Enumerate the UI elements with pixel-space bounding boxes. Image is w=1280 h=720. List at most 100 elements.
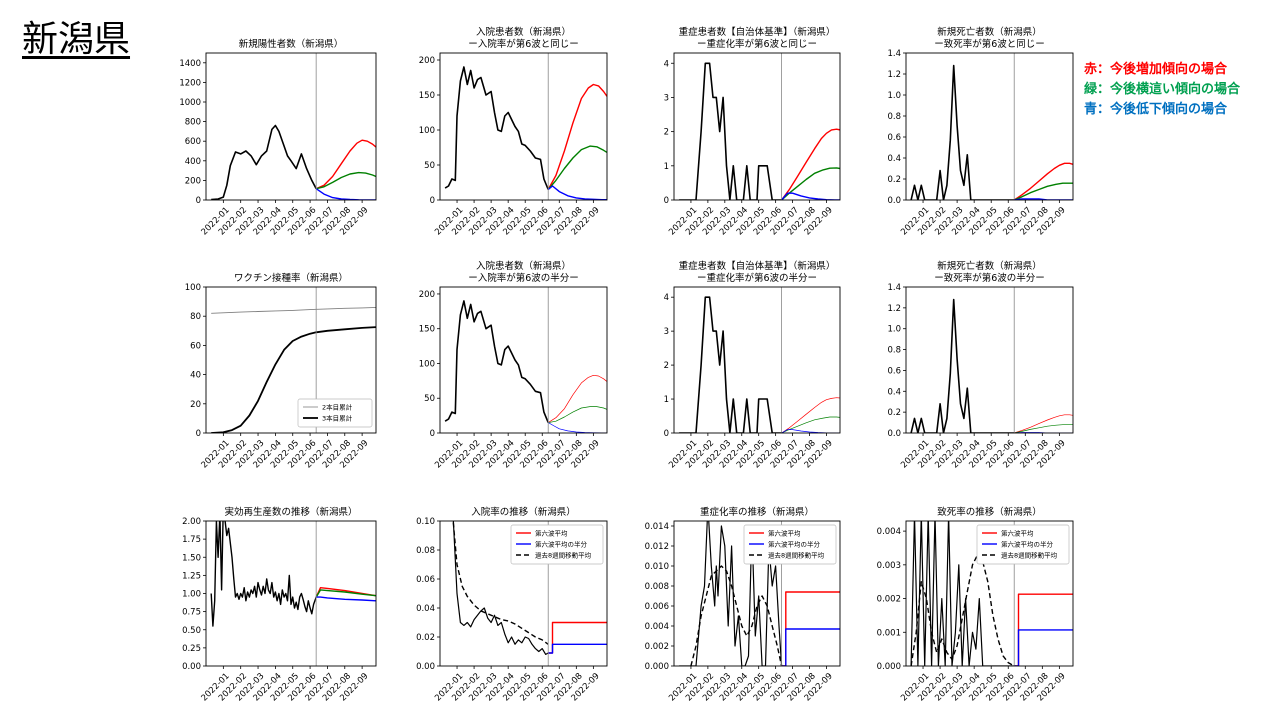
y-tick-label: 0.000 xyxy=(877,662,901,672)
chart-c1: 新規陽性者数（新潟県）02004006008001000120014002022… xyxy=(179,38,377,237)
chart-c11: 重症化率の推移（新潟県） 0.000 0.002 0.004 0.006 0.008 0.0… xyxy=(645,506,841,703)
legend-box xyxy=(297,398,373,428)
y-tick-label: 4 xyxy=(664,59,669,69)
y-tick-label: 0.10 xyxy=(416,517,435,527)
y-tick-label: 200 xyxy=(419,56,435,66)
chart-title: 重症患者数【自治体基準】（新潟県） xyxy=(679,26,836,38)
series-line-black xyxy=(910,298,1015,433)
legend-label: 過去8週間移動平均 xyxy=(1001,551,1058,560)
y-tick-label: 800 xyxy=(185,118,201,128)
series-line-red xyxy=(315,139,376,190)
y-tick-label: 0.006 xyxy=(645,602,669,612)
y-tick-label: 1.75 xyxy=(182,535,201,545)
y-tick-label: 150 xyxy=(419,91,435,101)
y-tick-label: 1 xyxy=(664,162,669,172)
y-tick-label: 80 xyxy=(190,312,201,322)
y-tick-label: 0.0 xyxy=(887,196,901,206)
y-tick-label: 2 xyxy=(664,361,669,371)
chart-title: 新規死亡者数（新潟県） xyxy=(937,260,1042,272)
legend-label: 過去8週間移動平均 xyxy=(535,551,592,560)
chart-c4: 新規死亡者数（新潟県）ー致死率が第6波と同じー 0.0 0.2 0.4 0.6 0.8 1.… xyxy=(887,26,1074,237)
chart-title: ー入院率が第6波と同じー xyxy=(468,38,579,50)
plot-frame xyxy=(205,286,377,434)
legend-label: 2本目累計 xyxy=(322,403,353,412)
y-tick-label: 0.000 xyxy=(645,662,669,672)
series-line-green xyxy=(315,589,376,598)
plot-frame xyxy=(205,52,377,201)
chart-title: ー重症化率が第6波の半分ー xyxy=(697,272,817,284)
y-tick-label: 40 xyxy=(190,371,201,381)
legend-label: 第六波平均の半分 xyxy=(768,540,821,549)
plot-frame xyxy=(439,52,608,201)
chart-title: 重症化率の推移（新潟県） xyxy=(700,506,814,518)
series-line-black xyxy=(910,521,1015,666)
legend-box xyxy=(510,524,604,565)
series-group xyxy=(910,521,1073,666)
y-tick-label: 0.002 xyxy=(877,595,901,605)
plot-frame xyxy=(905,520,1074,667)
y-tick-label: 0.50 xyxy=(182,626,201,636)
y-tick-label: 0.003 xyxy=(877,561,901,571)
y-tick-label: 2.00 xyxy=(182,517,201,527)
legend-label: 第六波平均 xyxy=(768,529,801,538)
y-tick-label: 0 xyxy=(664,196,669,206)
legend-box xyxy=(743,524,837,565)
chart-title: ワクチン接種率（新潟県） xyxy=(234,272,348,284)
y-tick-label: 0.02 xyxy=(416,633,435,643)
y-tick-label: 1.4 xyxy=(887,49,901,59)
chart-title: 実効再生産数の推移（新潟県） xyxy=(224,506,357,518)
note-green: 緑：今後横這い傾向の場合 xyxy=(1084,82,1241,97)
series-group xyxy=(679,62,840,200)
y-tick-label: 100 xyxy=(419,126,435,136)
y-tick-label: 1400 xyxy=(179,59,201,69)
chart-c7: 重症患者数【自治体基準】（新潟県）ー重症化率が第6波の半分ー012342022-… xyxy=(664,260,841,470)
legend-box xyxy=(976,524,1070,565)
y-tick-label: 600 xyxy=(185,137,201,147)
chart-title: 入院率の推移（新潟県） xyxy=(471,506,576,518)
series-line-black xyxy=(452,521,549,645)
series-line-black xyxy=(679,521,783,666)
y-tick-label: 50 xyxy=(424,394,435,404)
series-line-black xyxy=(910,554,1015,666)
y-tick-label: 60 xyxy=(190,341,201,351)
plot-frame xyxy=(673,52,841,201)
series-line-black xyxy=(910,64,1015,200)
series-line-black xyxy=(690,565,783,666)
page-title: 新潟県 xyxy=(22,19,131,60)
y-tick-label: 0.00 xyxy=(416,662,435,672)
y-tick-label: 0.2 xyxy=(887,408,901,418)
series-line-blue xyxy=(1014,198,1073,200)
chart-title: 重症患者数【自治体基準】（新潟県） xyxy=(679,260,836,272)
color-legend-notes: 赤：今後増加傾向の場合 緑：今後横這い傾向の場合 青：今後低下傾向の場合 xyxy=(1084,60,1240,120)
series-line-red xyxy=(781,128,840,200)
y-tick-label: 0 xyxy=(430,196,435,206)
y-tick-label: 4 xyxy=(664,293,669,303)
y-tick-label: 0.014 xyxy=(645,522,669,532)
series-line-red xyxy=(1013,162,1073,200)
y-tick-label: 0.75 xyxy=(182,608,201,618)
chart-title: 入院患者数（新潟県） xyxy=(476,260,571,272)
series-line-black xyxy=(679,296,782,433)
plot-frame xyxy=(673,286,841,434)
y-tick-label: 1200 xyxy=(179,78,201,88)
series-line-green xyxy=(547,145,607,190)
legend-label: 第六波平均 xyxy=(1001,529,1034,538)
y-tick-label: 0.010 xyxy=(645,562,669,572)
series-line-blue xyxy=(1014,629,1073,666)
chart-c5: ワクチン接種率（新潟県）0204060801002022-012022-0220… xyxy=(185,272,377,470)
series-line-black xyxy=(444,66,549,190)
chart-title: 新規死亡者数（新潟県） xyxy=(937,26,1042,38)
series-line-green xyxy=(781,416,840,433)
y-tick-label: 0.8 xyxy=(887,346,901,356)
series-line-green xyxy=(1013,182,1073,200)
series-line-blue xyxy=(548,422,607,433)
series-line-blue xyxy=(781,628,840,666)
y-tick-label: 100 xyxy=(419,359,435,369)
plot-frame xyxy=(439,286,608,434)
y-tick-label: 0 xyxy=(430,429,435,439)
series-line-black xyxy=(444,300,549,423)
chart-title: ー致死率が第6波の半分ー xyxy=(934,272,1045,284)
y-tick-label: 0.8 xyxy=(887,112,901,122)
y-tick-label: 1.0 xyxy=(887,91,901,101)
